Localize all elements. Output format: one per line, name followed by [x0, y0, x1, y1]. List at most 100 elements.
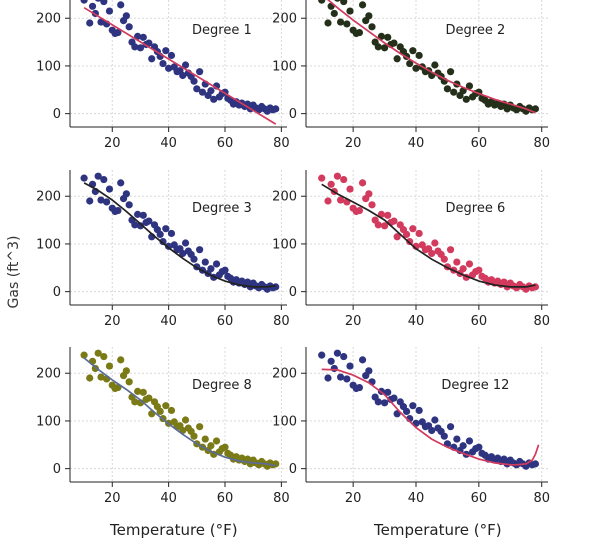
data-point [105, 7, 114, 15]
data-point [125, 201, 133, 209]
data-point [475, 266, 483, 274]
y-tick-label: 0 [289, 462, 297, 477]
data-point [272, 105, 280, 113]
data-point [131, 43, 139, 51]
data-point [390, 39, 398, 47]
x-tick-label: 20 [345, 314, 362, 329]
fit-curve [321, 368, 540, 466]
data-point [117, 356, 125, 364]
data-point [462, 95, 470, 103]
data-point [327, 180, 335, 188]
scatter-points [80, 349, 280, 470]
y-tick-label: 0 [53, 462, 61, 477]
data-point [148, 55, 156, 63]
y-tick-label: 100 [272, 414, 297, 429]
data-point [343, 375, 351, 383]
y-tick-label: 0 [53, 107, 61, 122]
data-point [97, 373, 105, 381]
data-point [201, 435, 209, 443]
data-point [193, 85, 201, 93]
data-point [145, 394, 153, 402]
data-point [459, 265, 467, 273]
y-tick-label: 200 [36, 12, 61, 27]
x-tick-label: 20 [104, 491, 121, 506]
x-tick-label: 80 [533, 491, 550, 506]
x-tick-label: 80 [533, 136, 550, 151]
data-point [100, 0, 108, 6]
x-tick-label: 20 [345, 136, 362, 151]
data-point [380, 399, 389, 407]
data-point [355, 383, 364, 392]
data-point [196, 68, 204, 76]
x-tick-label: 40 [160, 314, 177, 329]
data-point [156, 230, 164, 238]
data-point [156, 407, 164, 415]
fit-curve [321, 183, 536, 288]
data-point [336, 373, 345, 381]
x-tick-label: 60 [217, 136, 234, 151]
data-point [384, 211, 392, 219]
data-point [324, 374, 332, 382]
data-point [465, 437, 474, 445]
data-point [431, 416, 439, 424]
data-point [165, 64, 173, 72]
data-point [159, 237, 167, 246]
data-point [179, 71, 187, 80]
data-point [431, 239, 439, 247]
y-tick-label: 200 [272, 190, 297, 205]
data-point [333, 172, 342, 180]
y-tick-label: 0 [53, 285, 61, 300]
panel-title: Degree 6 [446, 201, 506, 216]
x-tick-label: 60 [217, 491, 234, 506]
data-point [97, 18, 105, 26]
data-point [340, 175, 348, 184]
data-point [134, 387, 142, 395]
data-point [221, 266, 229, 274]
data-point [221, 443, 229, 451]
y-tick-label: 200 [272, 12, 297, 27]
data-point [131, 398, 139, 406]
data-point [105, 185, 114, 193]
data-point [122, 367, 130, 375]
y-tick-label: 200 [272, 367, 297, 382]
data-point [459, 442, 467, 450]
data-point [207, 87, 215, 95]
data-point [355, 206, 364, 215]
data-point [80, 0, 88, 4]
data-point [409, 47, 417, 55]
data-point [446, 246, 455, 254]
y-tick-label: 100 [36, 59, 61, 74]
data-point [440, 255, 448, 263]
data-point [431, 61, 439, 69]
data-point [159, 59, 167, 68]
data-point [365, 367, 373, 375]
x-tick-label: 40 [408, 314, 425, 329]
x-axis-label-right: Temperature (°F) [374, 521, 502, 539]
data-point [365, 190, 373, 198]
chart-panel-6: 20 40 60 80 0 100 200 Degree 12 [272, 347, 550, 506]
data-point [374, 43, 382, 51]
y-tick-label: 100 [272, 59, 297, 74]
data-point [272, 460, 280, 468]
data-point [196, 423, 204, 431]
data-point [406, 59, 414, 68]
y-tick-label: 100 [36, 237, 61, 252]
data-point [190, 77, 198, 85]
data-point [125, 23, 133, 31]
data-point [340, 0, 348, 6]
data-point [190, 432, 198, 440]
data-point [210, 95, 218, 103]
x-tick-label: 40 [408, 491, 425, 506]
scatter-points [318, 0, 540, 115]
x-tick-label: 80 [273, 491, 290, 506]
data-point [167, 406, 176, 415]
data-point [428, 426, 436, 435]
x-axis-label-left: Temperature (°F) [110, 521, 238, 539]
data-point [358, 179, 367, 187]
data-point [465, 82, 474, 90]
data-point [114, 206, 122, 215]
chart-panel-1: 20 40 60 80 0 100 200 Degree 1 [36, 0, 290, 151]
data-point [86, 374, 94, 382]
data-point [380, 222, 389, 230]
y-axis-label-text: Gas (ft^3) [6, 235, 22, 309]
